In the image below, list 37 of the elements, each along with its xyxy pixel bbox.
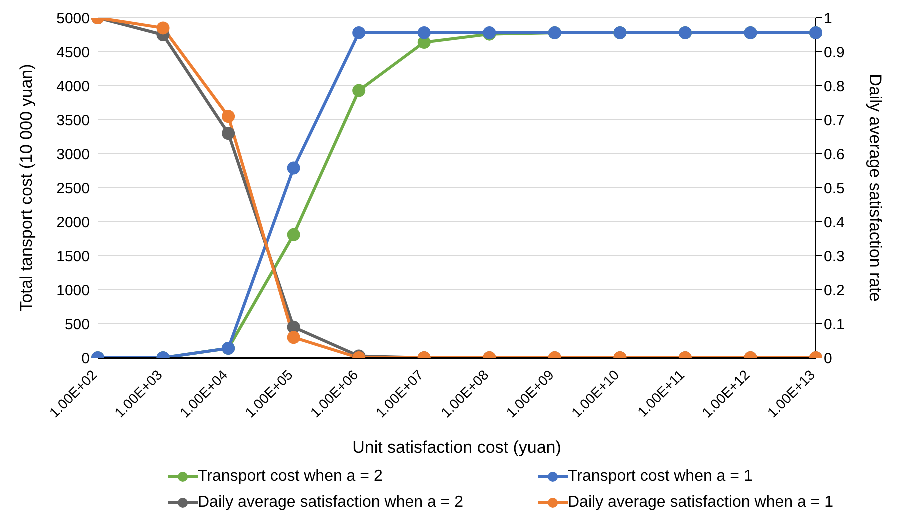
y2-axis-title: Daily average satisfaction rate: [866, 74, 885, 302]
point: [287, 162, 300, 175]
y-tick-label: 5000: [56, 10, 90, 28]
y-tick-label: 500: [64, 316, 90, 334]
y2-tick-label: 0.2: [824, 282, 845, 300]
legend-label: Daily average satisfaction when a = 2: [198, 494, 464, 512]
y2-tick-label: 0.1: [824, 316, 845, 334]
y2-tick-label: 0.8: [824, 78, 845, 96]
point: [156, 22, 170, 35]
y-tick-label: 0: [82, 350, 90, 368]
point: [287, 228, 300, 242]
y-tick-label: 2500: [56, 180, 90, 198]
y2-tick-label: 0.6: [824, 146, 845, 164]
legend-label: Transport cost when a = 1: [568, 468, 753, 486]
y2-tick-label: 0.7: [824, 112, 845, 130]
legend-label: Transport cost when a = 2: [198, 468, 383, 486]
point: [352, 84, 366, 98]
y2-tick-label: 0.5: [824, 180, 845, 198]
y2-tick-label: 0.3: [824, 248, 845, 266]
y-tick-label: 4000: [56, 78, 90, 96]
point: [418, 26, 431, 40]
y2-tick-label: 0.4: [824, 214, 845, 232]
legend-label: Daily average satisfaction when a = 1: [568, 494, 834, 512]
y-tick-label: 1500: [56, 248, 90, 266]
y2-tick-label: 0: [824, 350, 832, 368]
y-tick-label: 1000: [56, 282, 90, 300]
y-tick-label: 3500: [56, 112, 90, 130]
point: [222, 127, 236, 140]
y-tick-label: 3000: [56, 146, 90, 164]
y2-tick-label: 0.9: [824, 44, 845, 62]
y-axis-title: Total tansport cost (10 000 yuan): [17, 64, 36, 312]
y-tick-label: 4500: [56, 44, 90, 62]
y2-tick-label: 1: [824, 10, 832, 28]
y-tick-label: 2000: [56, 214, 90, 232]
point: [352, 26, 366, 40]
x-axis-title: Unit satisfaction cost (yuan): [352, 438, 562, 457]
point: [222, 110, 236, 124]
